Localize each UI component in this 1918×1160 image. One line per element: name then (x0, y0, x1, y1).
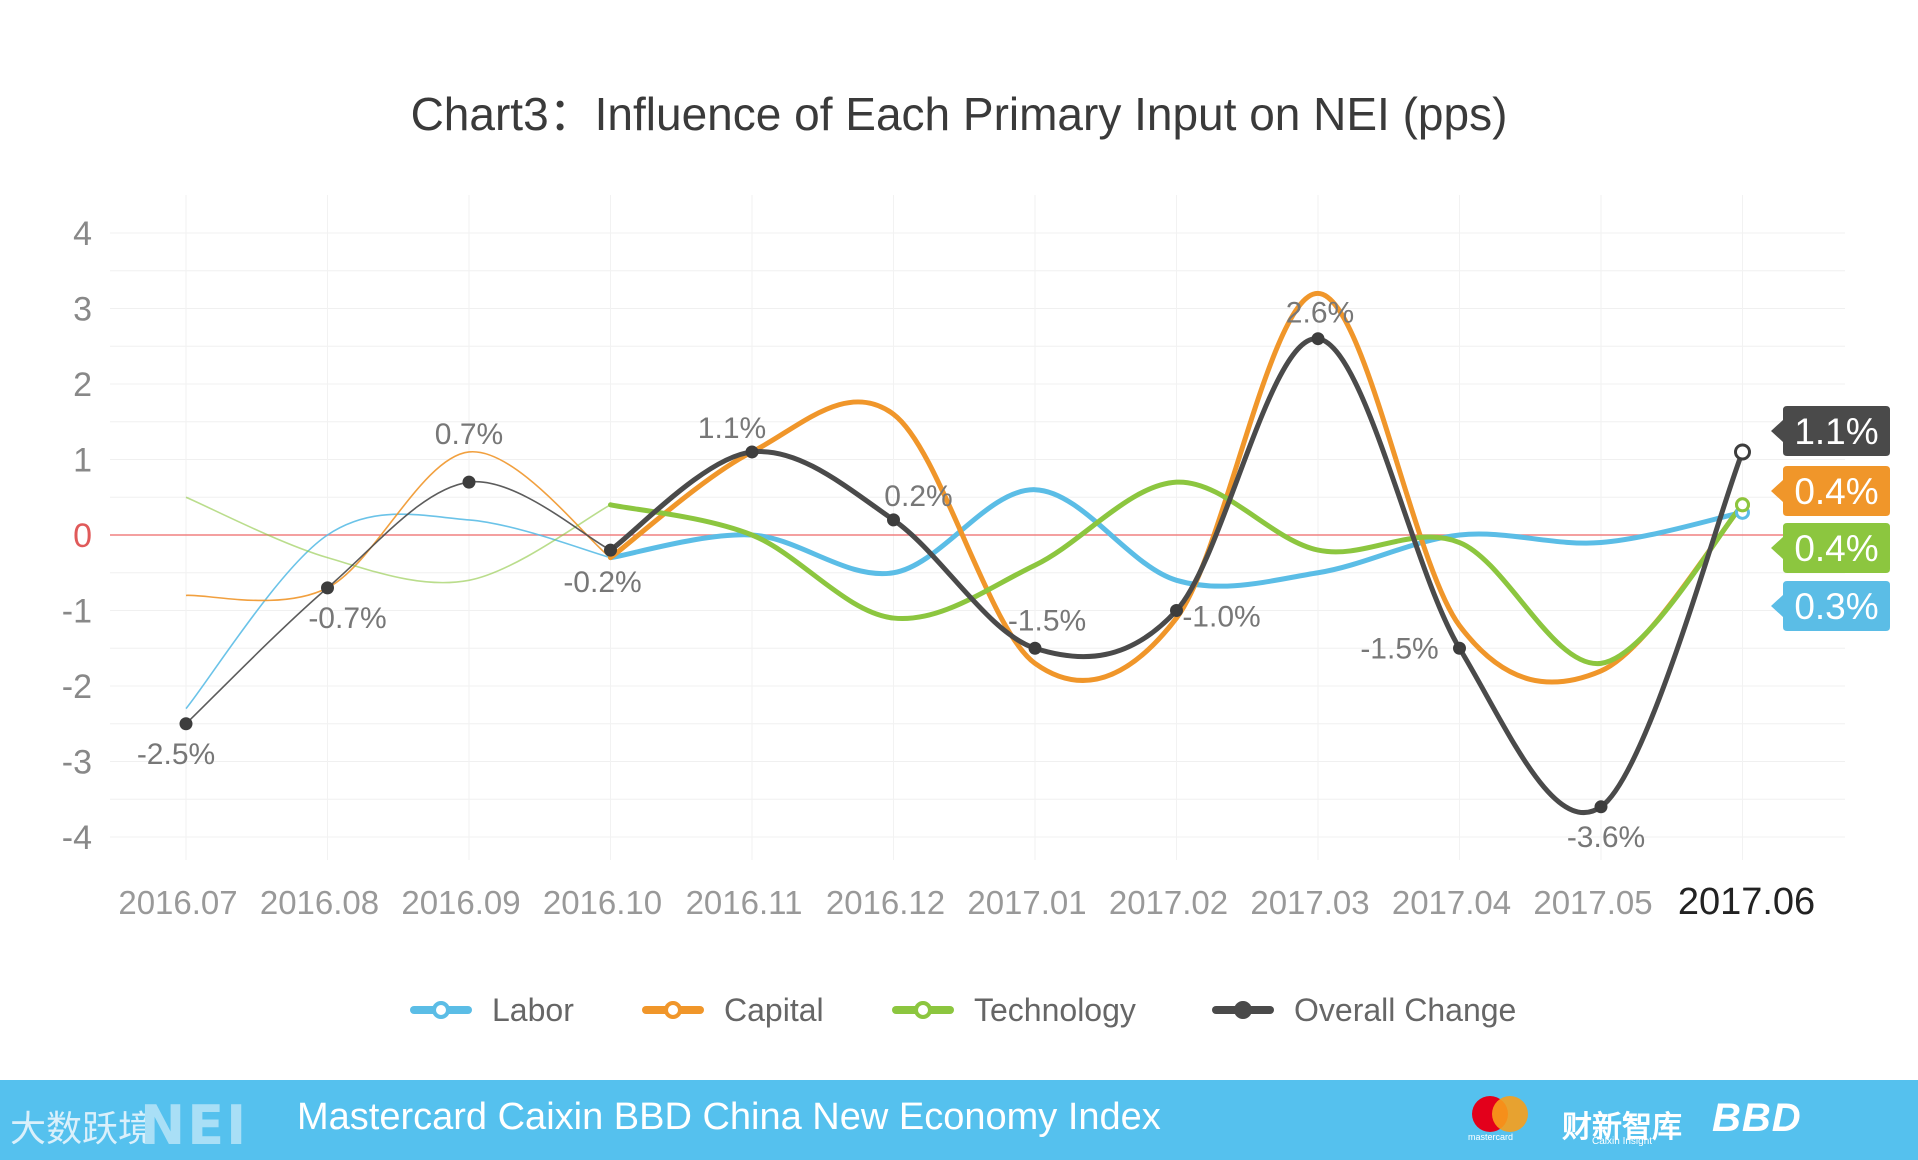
y-axis: 4 3 2 1 0 -1 -2 -3 -4 (62, 215, 92, 857)
series-line-overall-change (608, 336, 1745, 816)
x-tick-label: 2016.12 (826, 884, 945, 921)
overall-point (179, 717, 193, 731)
end-labels: 1.1% 0.4% 0.4% 0.3% (1771, 406, 1890, 631)
overall-point (604, 543, 617, 557)
data-label: 0.7% (435, 418, 503, 451)
chart-title: Chart3：Influence of Each Primary Input o… (410, 88, 1508, 140)
legend-label-labor: Labor (492, 991, 574, 1028)
x-tick-label: 2017.05 (1533, 884, 1652, 921)
legend-marker-labor (410, 1001, 472, 1019)
series-line-technology (608, 479, 1745, 666)
legend-marker-overall (1212, 1001, 1274, 1019)
overall-point (1734, 443, 1751, 461)
callout-box (1771, 581, 1890, 631)
series-line-early-technology (185, 496, 611, 584)
y-tick-label: -4 (62, 819, 92, 857)
legend: Labor Capital Technology Overall Change (0, 985, 1918, 1035)
legend-item-technology[interactable]: Technology (892, 985, 1136, 1035)
y-tick-label: -3 (62, 744, 92, 782)
nei-logo: NEI (140, 1094, 249, 1157)
data-label: -3.6% (1567, 821, 1645, 854)
overall-point (1594, 800, 1608, 814)
data-labels: -2.5% -0.7% 0.7% -0.2% 1.1% 0.2% -1.5% -1.0% 2.6… (137, 297, 1645, 854)
series-line-labor (608, 487, 1745, 589)
y-tick-label: 3 (73, 291, 92, 329)
overall-point (321, 581, 334, 595)
overall-points (179, 332, 1751, 814)
footer-bar: 大数跃境 NEI Mastercard Caixin BBD China New… (0, 1080, 1918, 1160)
callout-box (1771, 466, 1890, 516)
caixin-subtitle: Caixin Insight (1592, 1136, 1653, 1147)
end-point-technology (1735, 497, 1750, 513)
legend-item-capital[interactable]: Capital (642, 985, 824, 1035)
callout-label: 0.3% (1794, 586, 1878, 627)
series-line-early-capital (185, 451, 611, 602)
data-label: -1.5% (1360, 632, 1438, 665)
overall-point (745, 445, 759, 459)
caixin-logo: 财新智库 (1562, 1110, 1682, 1145)
x-tick-label: 2016.10 (543, 884, 662, 921)
end-callout-capital: 0.4% (1771, 466, 1890, 516)
overall-point (462, 475, 476, 489)
x-tick-label: 2017.06 (1678, 881, 1815, 923)
data-label: -0.2% (563, 566, 641, 599)
y-tick-label: -1 (62, 593, 92, 631)
x-tick-label: 2016.08 (260, 884, 379, 921)
watermark-text: 大数跃境 (10, 1109, 155, 1150)
x-tick-label: 2016.09 (401, 884, 520, 921)
x-axis: 2016.07 2016.08 2016.09 2016.10 2016.11 2016.… (118, 881, 1815, 923)
overall-point (1311, 332, 1325, 346)
callout-label: 1.1% (1794, 411, 1878, 452)
data-label: -2.5% (137, 738, 215, 771)
y-tick-label: 2 (73, 366, 92, 404)
overall-point (1028, 641, 1042, 655)
data-label: -0.7% (308, 602, 386, 635)
data-label: 1.1% (698, 412, 766, 445)
x-tick-label: 2017.03 (1250, 884, 1369, 921)
data-label: 2.6% (1286, 297, 1354, 330)
footer-title: Mastercard Caixin BBD China New Economy … (297, 1096, 1161, 1138)
x-tick-label: 2016.11 (686, 884, 803, 921)
x-tick-label: 2016.07 (118, 884, 237, 921)
series-line-early-overall-change (185, 481, 611, 725)
series-lines (185, 290, 1745, 816)
mastercard-text: mastercard (1468, 1132, 1514, 1142)
legend-label-technology: Technology (974, 991, 1136, 1028)
y-tick-label: 0 (73, 517, 92, 555)
end-callout-labor: 0.3% (1771, 581, 1890, 631)
end-callout-overall-change: 1.1% (1771, 406, 1890, 456)
callout-box (1771, 523, 1890, 573)
x-tick-label: 2017.01 (967, 884, 1086, 921)
legend-marker-technology (892, 1001, 954, 1019)
data-label: -1.5% (1008, 604, 1086, 637)
legend-item-labor[interactable]: Labor (410, 985, 574, 1035)
legend-label-overall: Overall Change (1294, 991, 1517, 1028)
overall-point (1170, 604, 1183, 617)
legend-label-capital: Capital (724, 991, 824, 1028)
legend-marker-capital (642, 1001, 704, 1019)
y-tick-label: 4 (73, 215, 92, 253)
legend-item-overall[interactable]: Overall Change (1212, 985, 1516, 1035)
y-tick-label: -2 (62, 668, 92, 706)
x-tick-label: 2017.04 (1392, 884, 1511, 921)
end-callout-technology: 0.4% (1771, 523, 1890, 573)
data-label: 0.2% (884, 480, 952, 513)
overall-point (887, 513, 900, 527)
grid (110, 195, 1845, 860)
data-label: -1.0% (1182, 601, 1260, 634)
callout-box (1771, 406, 1890, 456)
x-tick-label: 2017.02 (1109, 884, 1228, 921)
y-tick-label: 1 (73, 442, 92, 480)
bbd-logo: BBD (1712, 1096, 1802, 1140)
mastercard-logo-icon (1472, 1096, 1528, 1132)
series-line-early-labor (185, 513, 611, 710)
callout-label: 0.4% (1794, 528, 1878, 569)
callout-label: 0.4% (1794, 471, 1878, 512)
overall-point (1453, 641, 1466, 655)
